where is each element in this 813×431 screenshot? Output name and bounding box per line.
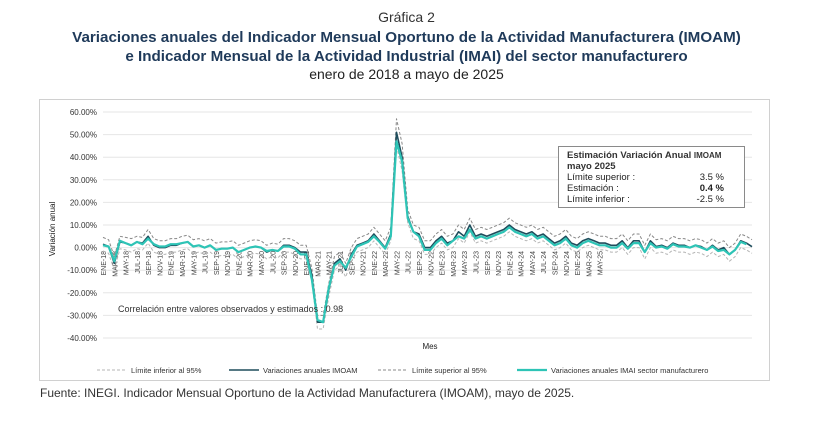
x-tick-label: SEP-18	[146, 251, 153, 275]
legend-label: Límite superior al 95%	[412, 366, 487, 375]
chart-title-line1: Variaciones anuales del Indicador Mensua…	[72, 29, 741, 46]
series-line-lower	[102, 145, 753, 330]
x-tick-label: MAR-24	[519, 251, 526, 277]
x-tick-label: MAY-22	[394, 251, 401, 275]
x-tick-label: NOV-22	[428, 251, 435, 276]
x-tick-label: JUL-19	[203, 251, 210, 274]
legend-label: Variaciones anuales IMOAM	[263, 366, 358, 375]
y-tick-label: 20.00%	[70, 198, 97, 207]
x-tick-label: MAY-20	[259, 251, 266, 275]
y-tick-label: 50.00%	[70, 131, 97, 140]
x-tick-label: ENE-25	[575, 251, 582, 276]
estimation-row-label: Límite inferior :	[567, 194, 630, 205]
y-tick-label: -10.00%	[67, 266, 97, 275]
y-tick-label: -30.00%	[67, 311, 97, 320]
x-tick-label: SEP-21	[349, 251, 356, 275]
x-tick-label: ENE-20	[236, 251, 243, 276]
estimation-row-value: 0.4 %	[699, 183, 724, 194]
estimation-month: mayo 2025	[567, 161, 616, 172]
x-tick-label: JUL-18	[135, 251, 142, 274]
x-tick-label: JUL-24	[541, 251, 548, 274]
x-tick-label: SEP-20	[282, 251, 289, 275]
x-tick-label: MAR-25	[586, 251, 593, 277]
legend-label: Límite inferior al 95%	[131, 366, 202, 375]
legend-label: Variaciones anuales IMAI sector manufact…	[551, 366, 708, 375]
estimation-heading-main: Estimación Variación Anual	[567, 150, 692, 161]
source-note: Fuente: INEGI. Indicador Mensual Oportun…	[40, 386, 575, 400]
x-tick-label: MAR-19	[180, 251, 187, 277]
x-tick-label: NOV-20	[293, 251, 300, 276]
series-line-imai	[102, 140, 747, 324]
estimation-row-lower: Límite inferior : -2.5 %	[567, 194, 736, 205]
y-tick-label: 0.00%	[74, 244, 97, 253]
x-tick-label: JUL-22	[406, 251, 413, 274]
x-tick-label: NOV-21	[361, 251, 368, 276]
x-tick-label: ENE-24	[507, 251, 514, 276]
x-tick-label: NOV-24	[564, 251, 571, 276]
chart-number: Gráfica 2	[378, 9, 435, 25]
y-tick-label: 30.00%	[70, 176, 97, 185]
estimation-box: Estimación Variación Anual IMOAM mayo 20…	[558, 146, 745, 208]
y-tick-label: 60.00%	[70, 108, 97, 117]
chart-subtitle: enero de 2018 a mayo de 2025	[309, 66, 504, 82]
x-tick-label: MAR-23	[451, 251, 458, 277]
estimation-heading-small: IMOAM	[693, 151, 722, 160]
y-tick-label: 40.00%	[70, 153, 97, 162]
x-tick-label: JUL-23	[473, 251, 480, 274]
y-tick-label: 10.00%	[70, 221, 97, 230]
estimation-row-estimate: Estimación : 0.4 %	[567, 183, 736, 194]
x-tick-label: SEP-19	[214, 251, 221, 275]
x-axis-label: Mes	[422, 342, 437, 351]
x-tick-label: MAY-21	[327, 251, 334, 275]
y-tick-label: -20.00%	[67, 289, 97, 298]
x-tick-label: NOV-18	[157, 251, 164, 276]
series-lines	[102, 118, 753, 330]
chart-title: Variaciones anuales del Indicador Mensua…	[0, 28, 813, 66]
x-tick-label: MAY-23	[462, 251, 469, 275]
x-tick-label: MAY-19	[191, 251, 198, 275]
x-tick-label: JUL-20	[270, 251, 277, 274]
y-axis-label: Variación anual	[48, 202, 57, 257]
chart-legend: Límite inferior al 95% Variaciones anuale…	[97, 366, 708, 375]
x-tick-label: ENE-22	[372, 251, 379, 276]
y-tick-label: -40.00%	[67, 334, 97, 343]
x-tick-label: NOV-19	[225, 251, 232, 276]
x-tick-label: SEP-22	[417, 251, 424, 275]
x-tick-label: ENE-19	[169, 251, 176, 276]
correlation-note: Correlación entre valores observados y e…	[118, 304, 343, 314]
estimation-heading: Estimación Variación Anual IMOAM	[567, 150, 736, 161]
x-tick-label: MAR-21	[315, 251, 322, 277]
series-line-upper	[102, 118, 753, 316]
x-tick-label: SEP-24	[552, 251, 559, 275]
x-tick-label: MAR-20	[248, 251, 255, 277]
x-tick-label: ENE-23	[440, 251, 447, 276]
estimation-row-label: Estimación :	[567, 183, 619, 194]
x-tick-label: MAY-18	[124, 251, 131, 275]
x-tick-label: SEP-23	[485, 251, 492, 275]
y-axis-ticks: 60.00% 50.00% 40.00% 30.00% 20.00% 10.00% 0.00…	[67, 108, 97, 343]
x-tick-label: NOV-23	[496, 251, 503, 276]
estimation-row-value: 3.5 %	[699, 172, 724, 183]
estimation-row-value: -2.5 %	[696, 194, 724, 205]
estimation-row-label: Límite superior :	[567, 172, 636, 183]
x-tick-label: MAY-25	[598, 251, 605, 275]
x-axis-ticks: ENE-18 MAR-18 MAY-18 JUL-18 SEP-18 NOV-18 ENE-…	[101, 251, 605, 277]
estimation-row-upper: Límite superior : 3.5 %	[567, 172, 736, 183]
chart-title-line2: e Indicador Mensual de la Actividad Indu…	[125, 48, 688, 65]
x-tick-label: MAY-24	[530, 251, 537, 275]
x-tick-label: MAR-22	[383, 251, 390, 277]
x-tick-label: ENE-18	[101, 251, 108, 276]
